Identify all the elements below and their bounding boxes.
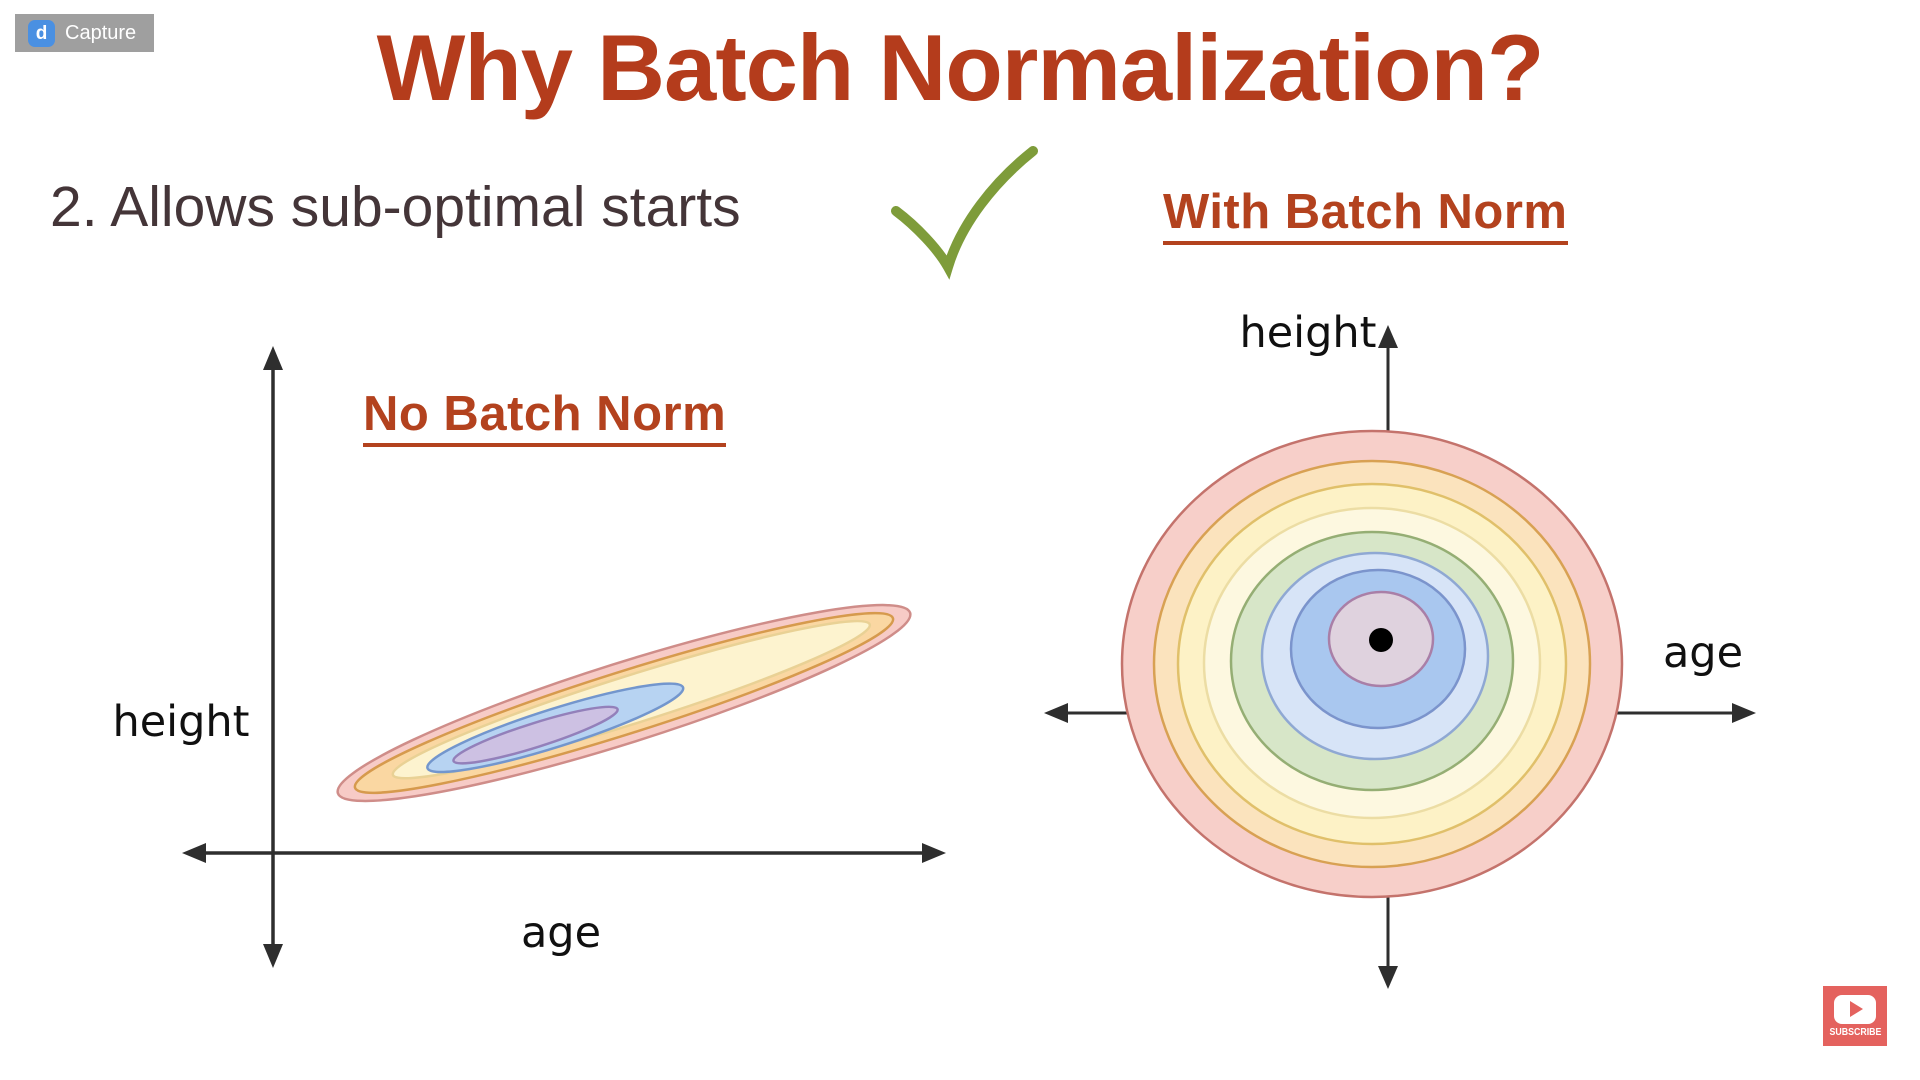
capture-label: Capture bbox=[65, 21, 137, 44]
contour-ellipse bbox=[452, 705, 619, 765]
play-triangle-icon bbox=[1850, 1001, 1863, 1017]
capture-button[interactable]: d Capture bbox=[15, 14, 155, 52]
right-y-axis-label: height bbox=[1239, 308, 1377, 358]
left-x-axis-right-arrow bbox=[922, 843, 946, 863]
right-x-axis-label: age bbox=[1662, 628, 1744, 678]
bullet-point-text: 2. Allows sub-optimal starts bbox=[50, 175, 741, 239]
right-y-axis-up-arrow bbox=[1378, 325, 1398, 348]
youtube-play-icon bbox=[1834, 994, 1876, 1024]
left-y-axis-label: height bbox=[112, 697, 250, 747]
right-x-axis-left-arrow bbox=[1044, 703, 1068, 723]
left-x-axis-left-arrow bbox=[182, 843, 206, 863]
left-y-axis-down-arrow bbox=[263, 944, 283, 968]
page-title: Why Batch Normalization? bbox=[376, 15, 1545, 120]
left-axes bbox=[182, 346, 946, 968]
left-x-axis-label: age bbox=[520, 908, 602, 958]
optimum-dot bbox=[1369, 628, 1393, 652]
right-contour-plot bbox=[1120, 429, 1624, 899]
subscribe-label: SUBSCRIBE bbox=[1829, 1026, 1881, 1038]
left-y-axis-up-arrow bbox=[263, 346, 283, 370]
capture-app-icon: d bbox=[28, 19, 55, 47]
left-diagram-heading: No Batch Norm bbox=[363, 386, 727, 447]
right-diagram-heading: With Batch Norm bbox=[1163, 184, 1568, 245]
checkmark-icon bbox=[891, 146, 1038, 280]
right-x-axis-right-arrow bbox=[1732, 703, 1756, 723]
left-contour-plot bbox=[336, 603, 912, 803]
right-y-axis-down-arrow bbox=[1378, 966, 1398, 989]
subscribe-button[interactable]: SUBSCRIBE bbox=[1823, 986, 1887, 1046]
